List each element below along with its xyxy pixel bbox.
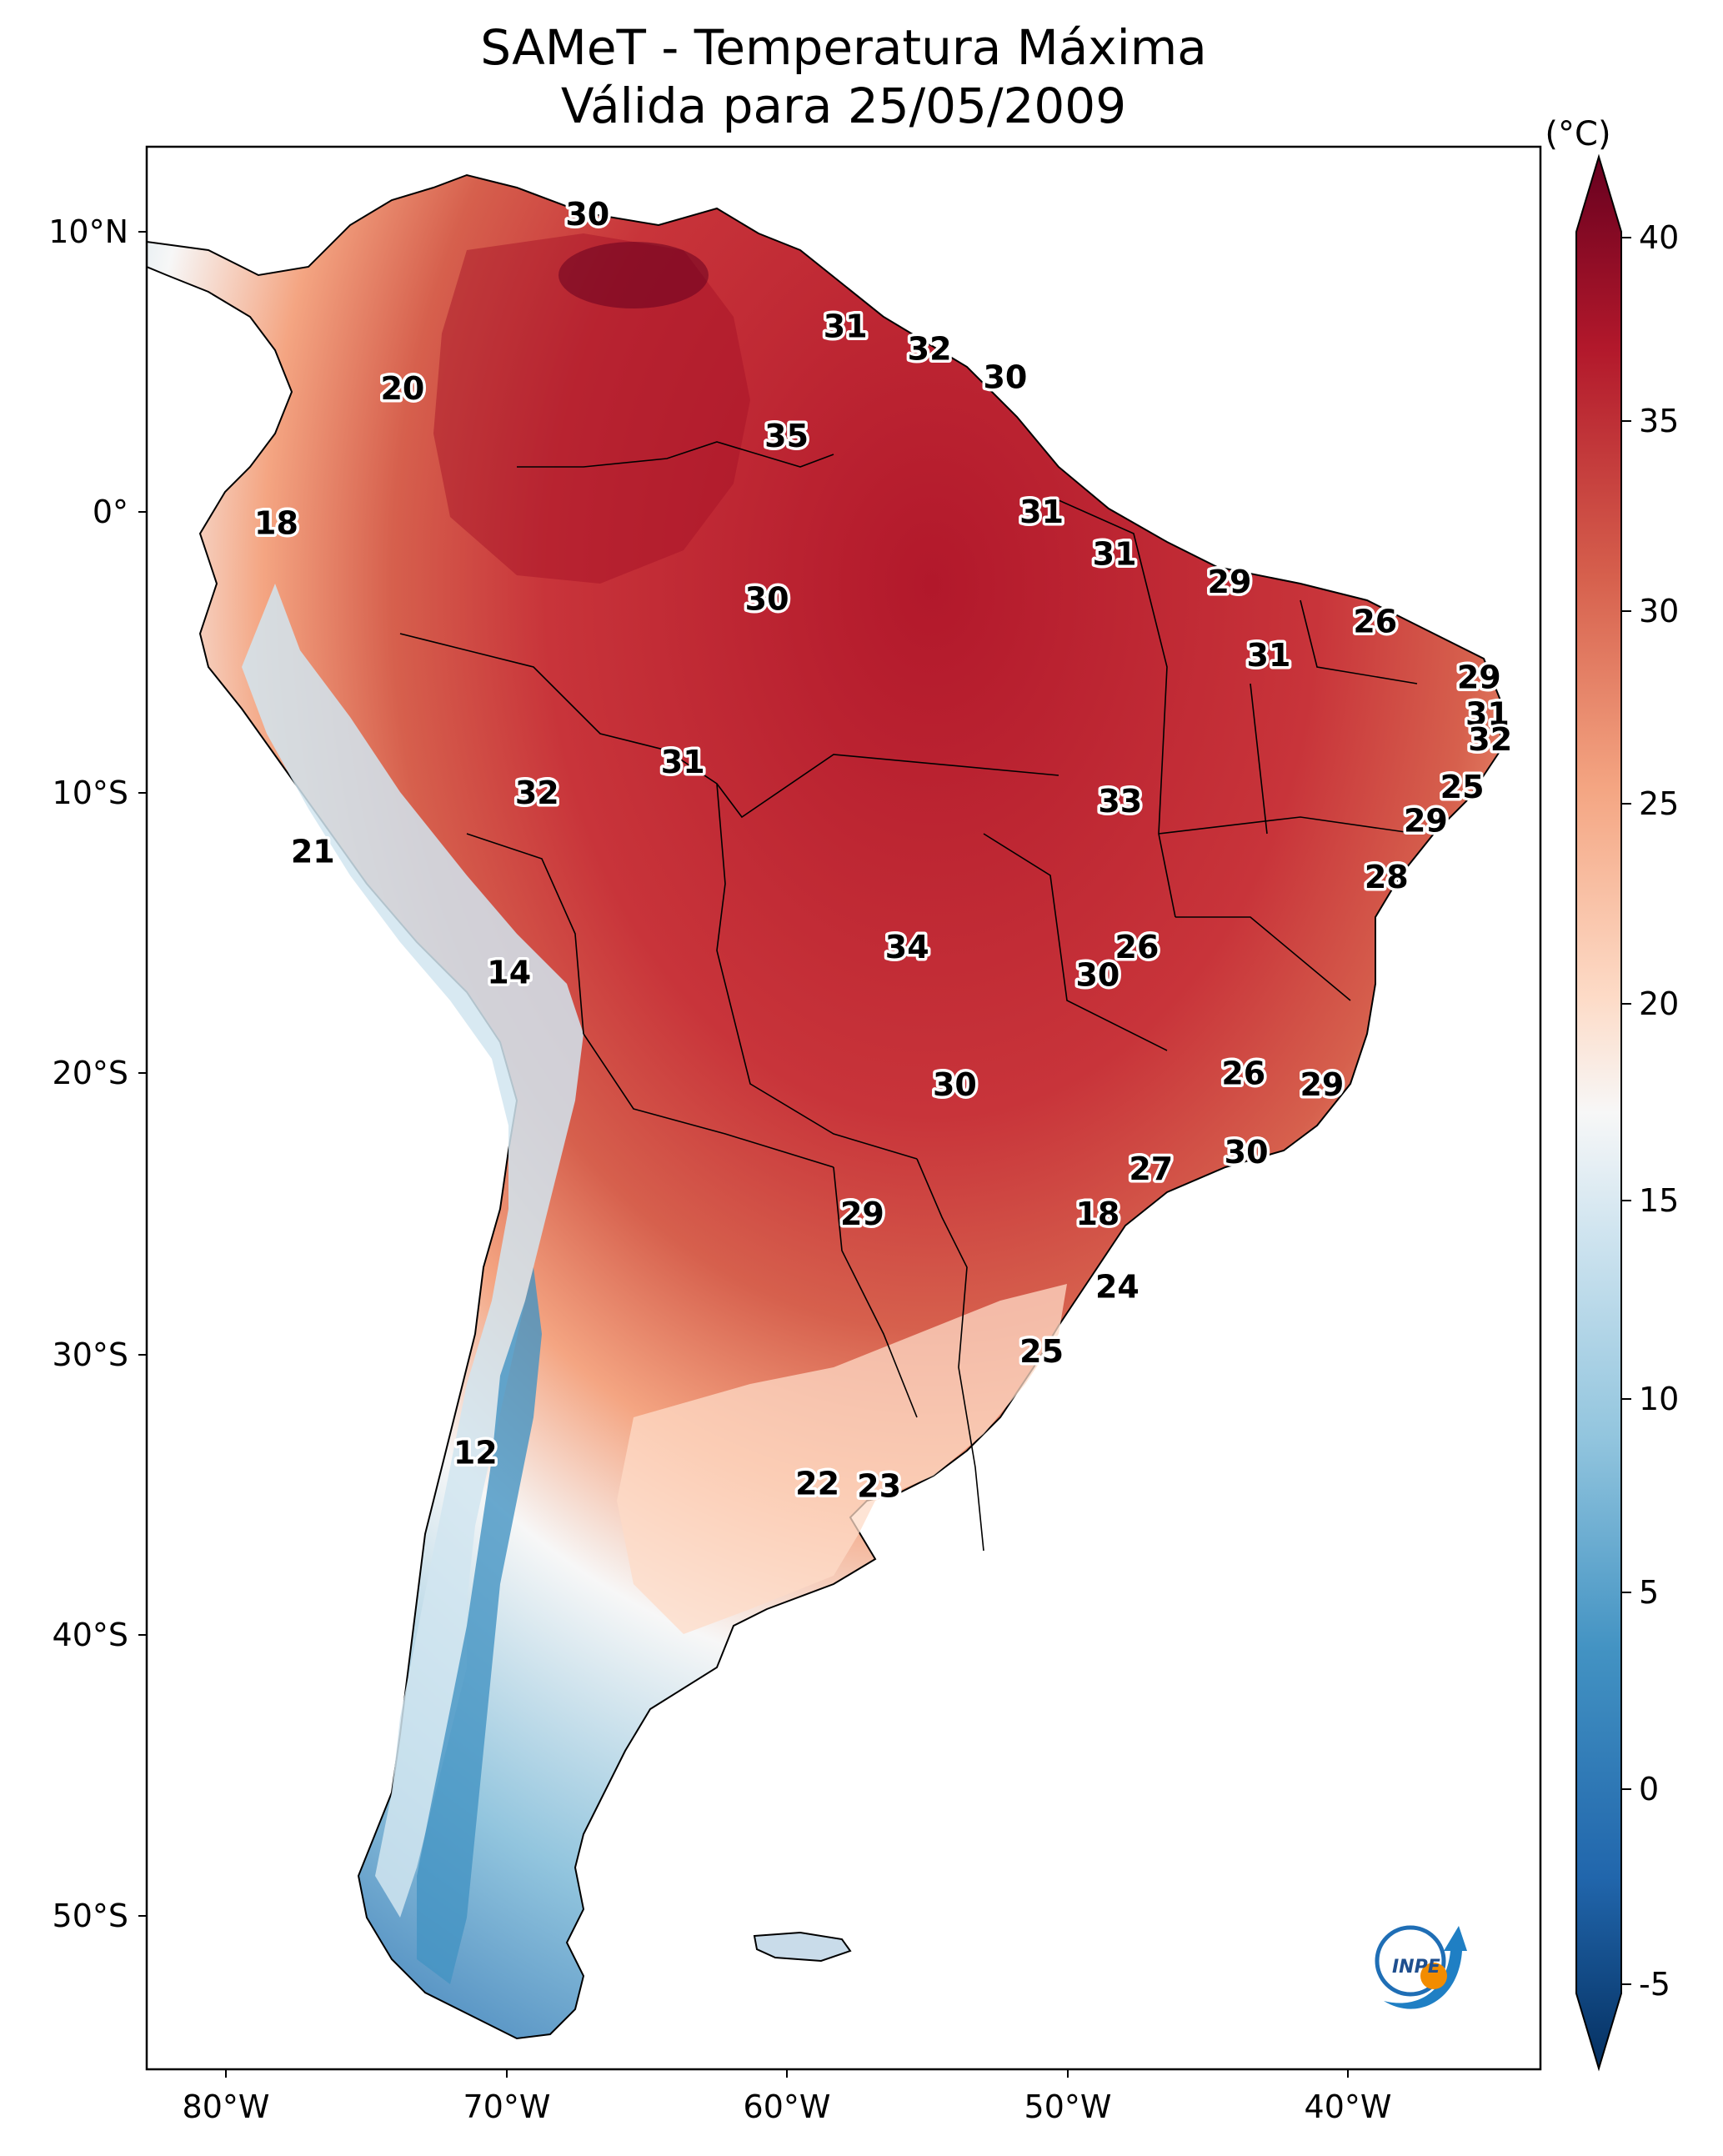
temperature-label: 22 [795, 1465, 839, 1502]
lon-tick-80w: 80°W [183, 2088, 270, 2125]
colorbar-tick-20: 20 [1639, 985, 1679, 1022]
temperature-label: 14 [487, 954, 531, 990]
colorbar-tick-minus5: -5 [1639, 1966, 1670, 2003]
falkland-islands [753, 1931, 852, 1963]
colorbar-tick-35: 35 [1639, 403, 1679, 439]
temperature-label: 26 [1221, 1055, 1265, 1092]
temperature-label: 30 [565, 196, 609, 233]
colorbar-unit: (°C) [1545, 115, 1610, 153]
temperature-label: 26 [1115, 929, 1160, 965]
temperature-label: 29 [1300, 1066, 1344, 1103]
temperature-label: 31 [661, 744, 705, 780]
temperature-label: 28 [1365, 859, 1409, 895]
lon-tick-70w: 70°W [463, 2088, 551, 2125]
lon-tick-60w: 60°W [744, 2088, 831, 2125]
colorbar-body [1575, 153, 1622, 2072]
temperature-label: 24 [1095, 1269, 1139, 1306]
colorbar-tick-labels: 40 35 30 25 20 15 10 5 0 -5 [1639, 219, 1679, 2003]
temperature-label: 32 [1468, 721, 1512, 758]
colorbar-tick-25: 25 [1639, 785, 1679, 822]
temperature-label: 18 [254, 505, 298, 542]
colorbar-tick-30: 30 [1639, 593, 1679, 629]
colorbar-ticks [1621, 237, 1631, 1985]
temperature-label: 31 [1465, 696, 1510, 733]
lat-tick-20s: 20°S [53, 1055, 128, 1091]
lon-tick-50w: 50°W [1024, 2088, 1112, 2125]
temperature-label: 25 [1440, 769, 1485, 805]
temperature-label: 18 [1075, 1196, 1119, 1232]
temperature-label: 21 [291, 834, 335, 870]
temperature-label: 33 [1098, 783, 1142, 820]
title-line-1: SAMeT - Temperatura Máxima [480, 19, 1207, 76]
axis-ticks [138, 231, 1349, 2078]
temperature-label: 32 [908, 331, 952, 368]
lat-tick-10n: 10°N [48, 213, 128, 250]
temperature-label: 30 [745, 580, 789, 617]
colorbar-tick-10: 10 [1639, 1381, 1679, 1417]
inpe-logo: INPE [1375, 1925, 1467, 2009]
temperature-label: 30 [983, 358, 1027, 395]
temperature-label: 23 [857, 1468, 901, 1505]
temperature-label: 29 [1457, 659, 1501, 696]
colorbar-tick-15: 15 [1639, 1182, 1679, 1219]
venezuela-hot-spot [558, 242, 709, 308]
temperature-label: 31 [1019, 494, 1064, 530]
lat-tick-30s: 30°S [53, 1336, 128, 1373]
temperature-label: 31 [1247, 637, 1291, 674]
andes-cool-band [242, 584, 584, 1918]
temperature-label: 31 [824, 308, 868, 345]
map-title: SAMeT - Temperatura Máxima Válida para 2… [147, 18, 1540, 135]
longitude-labels: 80°W 70°W 60°W 50°W 40°W [183, 2088, 1392, 2125]
lat-tick-0: 0° [93, 494, 128, 530]
colorbar-tick-5: 5 [1639, 1574, 1659, 1611]
lat-tick-40s: 40°S [53, 1617, 128, 1653]
southern-cone-pale-region [617, 1284, 1067, 1634]
temperature-label: 27 [1129, 1151, 1173, 1187]
colorbar: (°C) 40 35 30 25 20 15 10 5 0 -5 [1545, 115, 1679, 2072]
temperature-label: 25 [1019, 1333, 1064, 1370]
temperature-label: 29 [1404, 803, 1448, 840]
country-borders [399, 441, 1418, 1552]
temperature-label: 31 [1093, 536, 1137, 573]
map-frame [145, 145, 1542, 2071]
temperature-label: 29 [1208, 564, 1252, 600]
temperature-label: 30 [1225, 1134, 1269, 1171]
latitude-labels: 10°N 0° 10°S 20°S 30°S 40°S 50°S [48, 213, 128, 1934]
lat-tick-50s: 50°S [53, 1898, 128, 1934]
colorbar-tick-0: 0 [1639, 1771, 1659, 1808]
colorbar-tick-40: 40 [1639, 219, 1679, 256]
lon-tick-40w: 40°W [1305, 2088, 1392, 2125]
inpe-logo-text: INPE [1392, 1957, 1440, 1978]
amazon-hot-core [433, 233, 750, 584]
temperature-label: 30 [1075, 957, 1119, 994]
temperature-label: 34 [885, 929, 929, 965]
temperature-label: 29 [840, 1196, 884, 1232]
temperature-label: 12 [453, 1434, 498, 1471]
title-line-2: Válida para 25/05/2009 [560, 78, 1127, 134]
patagonia-cold-band [417, 1267, 542, 1984]
temperature-label: 35 [764, 418, 809, 454]
lat-tick-10s: 10°S [53, 775, 128, 811]
map-layer [147, 173, 1501, 2040]
temperature-label: 20 [380, 370, 424, 407]
temperature-label: 30 [933, 1066, 977, 1103]
temperature-label: 32 [515, 775, 559, 811]
temperature-label: 26 [1353, 603, 1397, 639]
